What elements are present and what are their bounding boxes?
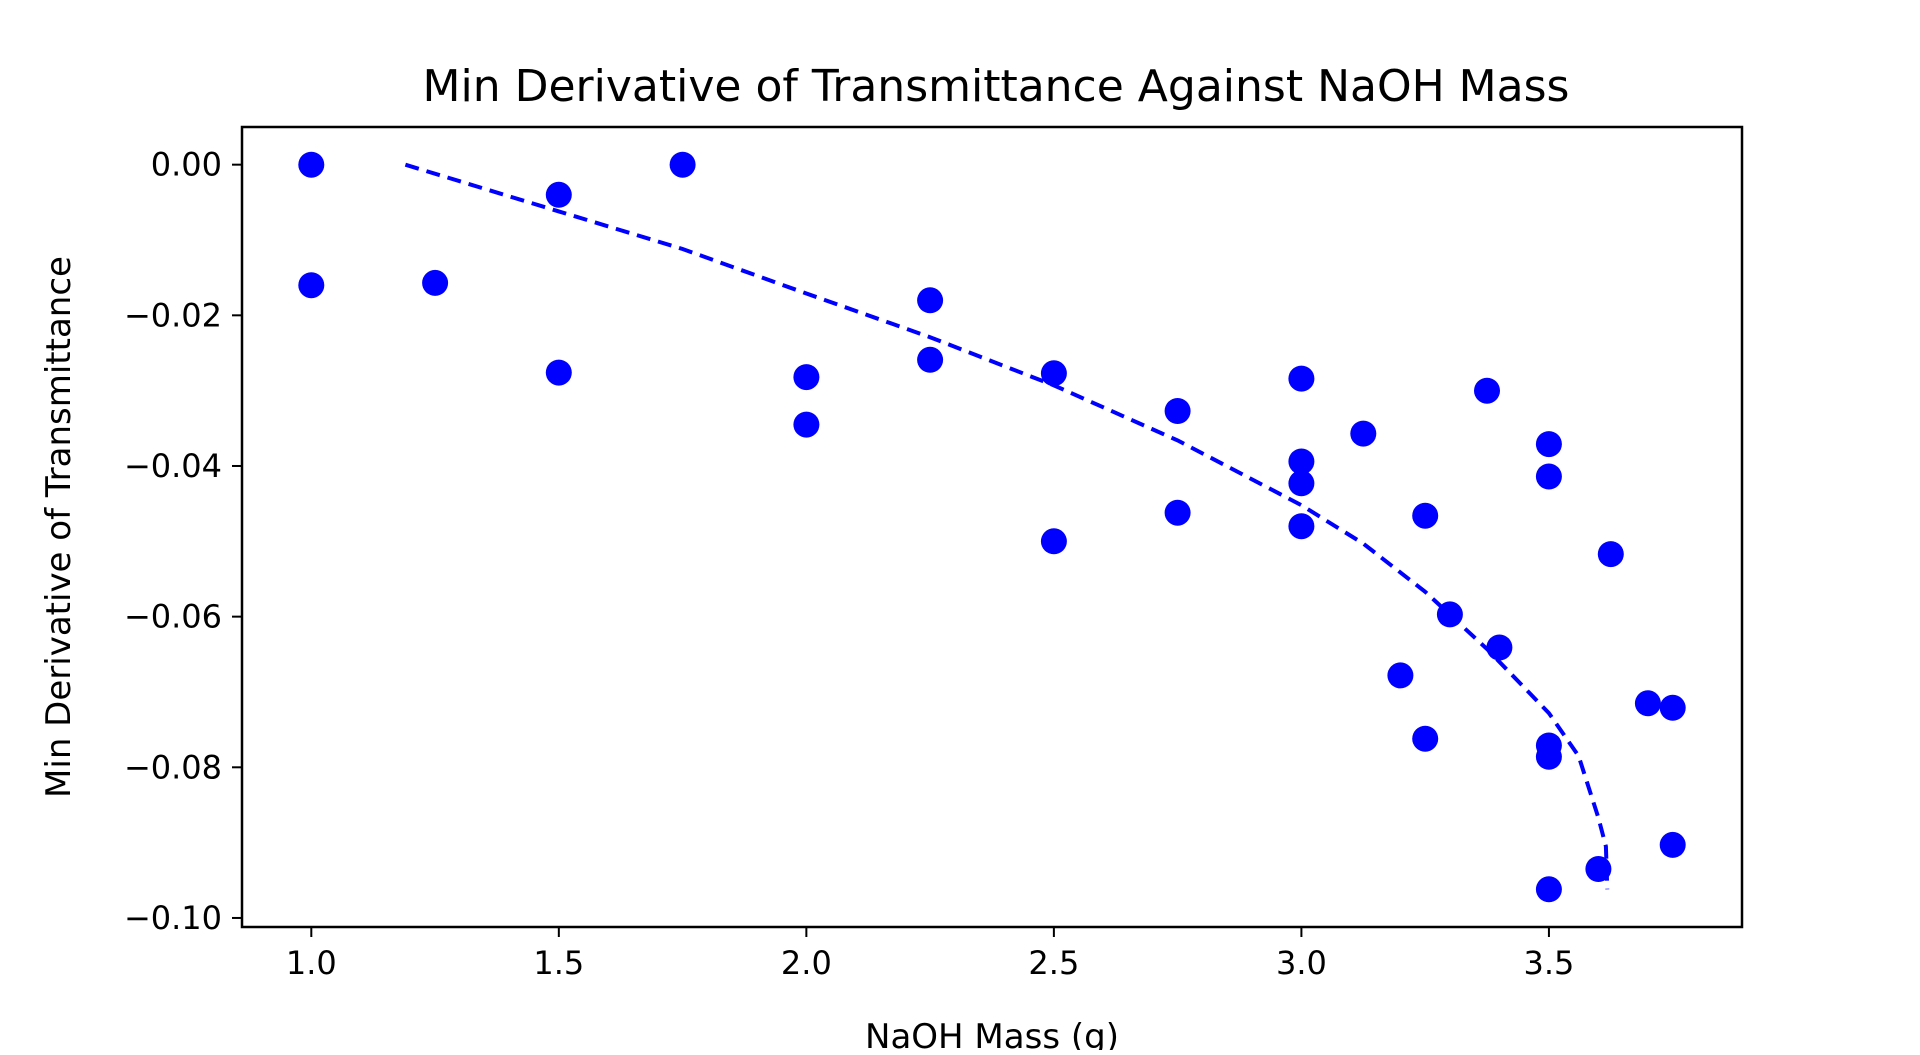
- data-point: [1164, 398, 1191, 424]
- x-axis-label: NaOH Mass (g): [865, 1017, 1119, 1050]
- data-point: [298, 272, 325, 299]
- data-point: [793, 364, 820, 391]
- data-point: [917, 346, 944, 373]
- data-point: [1288, 448, 1315, 475]
- data-point: [422, 269, 449, 296]
- data-point: [298, 151, 325, 178]
- data-point: [545, 359, 572, 386]
- x-tick-label: 2.0: [781, 944, 832, 982]
- data-point: [1535, 463, 1562, 490]
- data-point: [1535, 876, 1562, 903]
- data-point: [1288, 365, 1315, 392]
- data-point: [1436, 601, 1463, 628]
- y-tick-label: −0.06: [124, 598, 222, 636]
- data-point: [1040, 360, 1067, 387]
- data-point: [1659, 831, 1686, 858]
- data-point: [1474, 377, 1500, 404]
- x-axis-ticks: 1.0 1.5 2.0 2.5 3.0 3.5: [286, 927, 1574, 982]
- y-tick-label: −0.10: [124, 899, 222, 937]
- y-tick-label: 0.00: [151, 146, 222, 184]
- data-point: [1659, 694, 1686, 721]
- data-point: [1535, 743, 1562, 770]
- data-point: [1288, 470, 1315, 497]
- y-tick-label: −0.08: [124, 748, 222, 786]
- plot-frame: [240, 125, 1744, 929]
- points-layer: [298, 151, 1686, 903]
- data-point: [1585, 856, 1612, 882]
- x-tick-label: 1.0: [286, 944, 337, 982]
- data-point: [1040, 528, 1067, 555]
- data-point: [1634, 690, 1661, 717]
- data-point: [1350, 420, 1377, 447]
- data-point: [1597, 541, 1624, 568]
- fit-layer: [404, 162, 1610, 890]
- data-point: [917, 287, 944, 314]
- data-point: [545, 181, 572, 208]
- x-tick-label: 1.5: [533, 944, 584, 982]
- data-point: [1387, 662, 1414, 689]
- data-point: [1288, 513, 1315, 540]
- y-tick-label: −0.02: [124, 296, 222, 334]
- x-tick-label: 2.5: [1028, 944, 1079, 982]
- data-point: [1164, 499, 1191, 526]
- data-point: [793, 411, 820, 438]
- y-axis-label: Min Derivative of Transmittance: [39, 256, 79, 798]
- data-point: [1535, 431, 1562, 458]
- x-tick-label: 3.0: [1276, 944, 1327, 982]
- data-point: [1412, 725, 1439, 752]
- data-point: [1412, 502, 1439, 529]
- data-point: [669, 151, 696, 178]
- y-tick-label: −0.04: [124, 447, 222, 485]
- data-point: [1486, 634, 1513, 661]
- x-tick-label: 3.5: [1523, 944, 1574, 982]
- chart-title: Min Derivative of Transmittance Against …: [423, 61, 1570, 112]
- y-axis-ticks: 0.00 −0.02 −0.04 −0.06 −0.08 −0.10: [124, 146, 242, 937]
- fit-curve: [404, 162, 1610, 890]
